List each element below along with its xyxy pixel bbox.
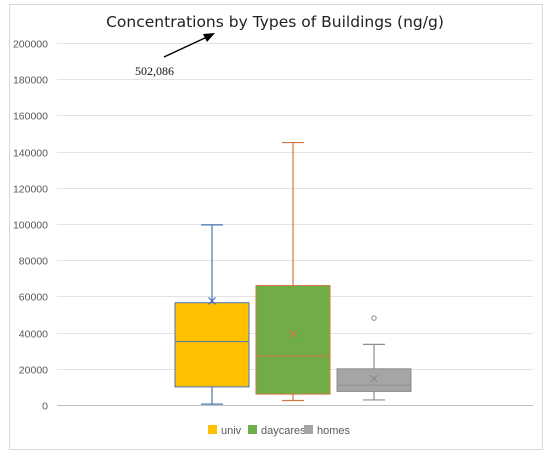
mean-marker (370, 374, 378, 383)
y-tick-label: 200000 (13, 39, 48, 51)
y-tick-label: 0 (42, 401, 48, 413)
legend-item-homes: homes (304, 425, 351, 437)
legend-swatch (248, 425, 257, 434)
legend-swatch (304, 425, 313, 434)
box-univ (174, 224, 250, 405)
annotation-arrowhead (203, 33, 215, 42)
box-homes (336, 315, 412, 401)
legend-item-univ: univ (208, 425, 242, 437)
y-tick-label: 40000 (19, 329, 48, 341)
legend-item-daycares: daycares (248, 425, 306, 437)
outlier-point (371, 315, 377, 321)
box-iqr (255, 285, 331, 395)
y-axis-ticks: 0 20000 40000 60000 80000 100000 120000 140000 1… (13, 39, 48, 413)
annotation-arrow (163, 36, 208, 58)
legend-label: daycares (261, 425, 306, 437)
y-tick-label: 180000 (13, 75, 48, 87)
y-tick-label: 120000 (13, 184, 48, 196)
box-daycares (255, 141, 331, 402)
y-tick-label: 20000 (19, 365, 48, 377)
box-iqr (174, 302, 250, 388)
y-tick-label: 100000 (13, 220, 48, 232)
annotation: 502,086 (135, 33, 215, 78)
legend-label: homes (317, 425, 351, 437)
legend-swatch (208, 425, 217, 434)
y-tick-label: 60000 (19, 292, 48, 304)
boxes (174, 141, 412, 405)
annotation-label: 502,086 (135, 64, 174, 78)
mean-marker (289, 329, 297, 338)
mean-marker (208, 297, 216, 305)
gridlines (57, 43, 533, 406)
y-tick-label: 140000 (13, 148, 48, 160)
legend-label: univ (221, 425, 242, 437)
box-iqr (336, 368, 412, 392)
chart-title: Concentrations by Types of Buildings (ng… (106, 13, 444, 31)
y-tick-label: 160000 (13, 111, 48, 123)
legend: univ daycares homes (208, 425, 351, 437)
y-tick-label: 80000 (19, 256, 48, 268)
